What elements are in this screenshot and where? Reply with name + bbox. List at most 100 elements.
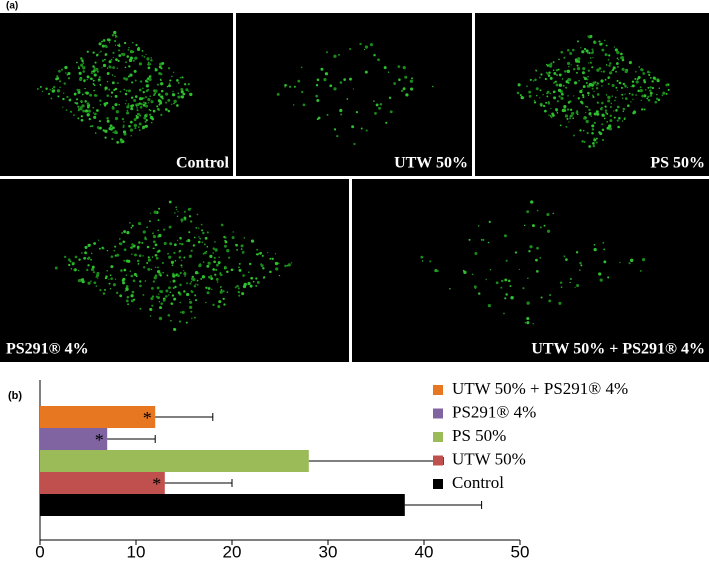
fluorescent-spot	[142, 293, 145, 296]
fluorescent-spot	[605, 44, 608, 47]
fluorescent-spot	[112, 66, 115, 70]
fluorescent-spot	[509, 285, 512, 288]
fluorescent-spot	[581, 102, 584, 105]
fluorescent-spot	[168, 84, 171, 88]
fluorescent-spot	[575, 111, 579, 115]
fluorescent-spot	[131, 81, 134, 84]
fluorescent-spot	[596, 101, 600, 104]
fluorescent-spot	[127, 104, 130, 107]
error-bar	[308, 457, 444, 465]
fluorescent-spot	[631, 80, 635, 83]
fluorescent-spot	[523, 224, 526, 227]
fluorescent-spot	[198, 264, 202, 268]
fluorescent-spot	[206, 291, 210, 295]
fluorescent-spot	[631, 84, 635, 88]
fluorescent-spot	[104, 53, 107, 56]
fluorescent-spot	[136, 47, 141, 51]
fluorescent-spot	[90, 72, 93, 75]
fluorescent-spot	[106, 119, 110, 123]
fluorescent-spot	[45, 87, 48, 90]
fluorescent-spot	[135, 115, 139, 119]
fluorescent-spot	[539, 256, 542, 259]
fluorescent-spot	[517, 83, 521, 87]
fluorescent-spot	[109, 274, 112, 277]
fluorescent-spot	[168, 200, 172, 204]
fluorescent-spot	[546, 95, 549, 98]
fluorescent-spot	[300, 66, 303, 69]
fluorescent-spot	[540, 73, 543, 76]
fluorescent-spot	[80, 115, 83, 118]
fluorescent-spot	[82, 70, 86, 73]
fluorescent-spot	[147, 66, 151, 70]
fluorescent-spot	[158, 65, 162, 69]
fluorescent-spot	[152, 232, 155, 235]
fluorescent-spot	[155, 295, 158, 298]
fluorescent-spot	[186, 282, 189, 285]
fluorescent-spot	[611, 83, 615, 88]
fluorescent-spot	[130, 96, 134, 99]
bar	[40, 450, 309, 472]
fluorescent-spot	[165, 295, 168, 298]
fluorescent-spot	[119, 294, 123, 298]
fluorescent-spot	[142, 230, 146, 234]
fluorescent-spot	[95, 273, 100, 278]
fluorescent-spot	[65, 109, 68, 112]
fluorescent-spot	[92, 79, 95, 82]
fluorescent-spot	[219, 286, 222, 288]
fluorescent-spot	[226, 249, 230, 253]
fluorescent-spot	[138, 62, 143, 66]
fluorescent-spot	[129, 128, 134, 132]
fluorescent-spot	[231, 236, 235, 240]
fluorescent-spot	[212, 268, 215, 271]
panel-label: (a)	[6, 1, 18, 12]
fluorescent-spot	[139, 80, 142, 82]
fluorescent-spot	[84, 100, 87, 103]
fluorescent-spot	[587, 69, 591, 72]
fluorescent-spot	[566, 69, 571, 74]
fluorescent-spot	[607, 82, 610, 86]
fluorescent-spot	[148, 220, 151, 223]
fluorescent-spot	[632, 111, 635, 115]
fluorescent-spot	[75, 102, 79, 105]
fluorescent-spot	[654, 100, 658, 104]
fluorescent-spot	[124, 92, 128, 96]
fluorescent-spot	[527, 277, 529, 279]
fluorescent-spot	[604, 39, 606, 42]
fluorescent-spot	[605, 94, 608, 96]
fluorescent-spot	[238, 294, 241, 297]
fluorescent-spot	[263, 277, 265, 279]
fluorescent-spot	[316, 99, 320, 103]
fluorescent-spot	[114, 245, 117, 248]
fluorescent-spot	[106, 116, 109, 120]
fluorescent-spot	[340, 113, 343, 116]
fluorescent-spot	[123, 259, 126, 262]
fluorescent-spot	[567, 48, 570, 52]
fluorescent-spot	[560, 92, 564, 96]
fluorescent-spot	[529, 245, 533, 249]
fluorescent-spot	[108, 278, 110, 280]
fluorescent-spot	[93, 242, 97, 245]
fluorescent-spot	[205, 250, 208, 253]
fluorescent-spot	[165, 108, 168, 111]
fluorescent-spot	[336, 134, 339, 138]
fluorescent-spot	[338, 53, 340, 56]
fluorescent-spot	[555, 83, 559, 87]
fluorescent-spot	[198, 236, 200, 238]
fluorescent-spot	[255, 285, 258, 287]
fluorescent-spot	[198, 272, 200, 274]
fluorescent-spot	[590, 51, 594, 55]
fluorescent-spot	[168, 82, 171, 85]
fluorescent-spot	[95, 67, 99, 71]
fluorescent-spot	[173, 102, 175, 105]
fluorescent-spot	[214, 241, 216, 243]
fluorescent-spot	[157, 229, 159, 231]
fluorescent-spot	[51, 87, 54, 89]
fluorescent-spot	[210, 277, 214, 280]
fluorescent-spot	[575, 251, 579, 254]
fluorescent-spot	[92, 65, 95, 68]
fluorescent-spot	[126, 231, 130, 235]
fluorescent-spot	[68, 263, 71, 267]
fluorescent-spot	[142, 97, 145, 100]
fluorescent-spot	[90, 252, 93, 255]
fluorescent-spot	[351, 125, 355, 129]
